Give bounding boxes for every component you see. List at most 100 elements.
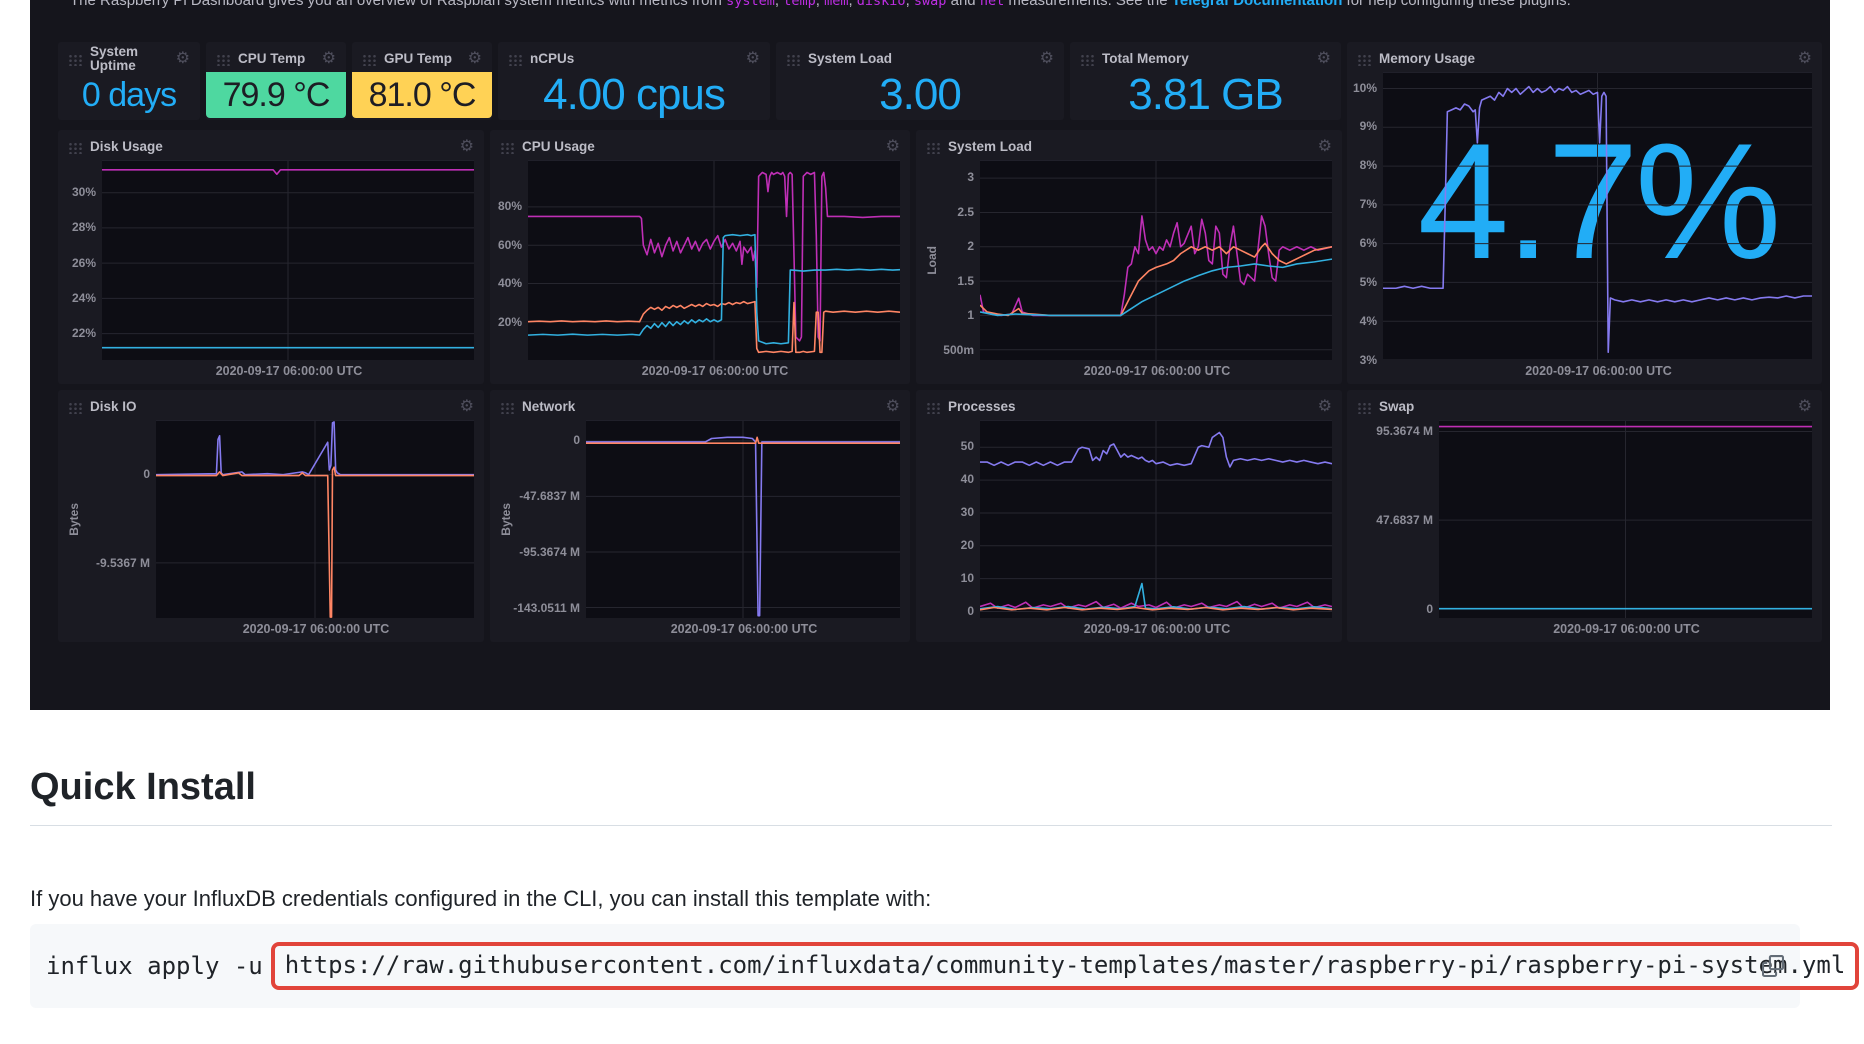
network-chart[interactable]: [586, 420, 900, 618]
panel-memory-usage: Memory Usage ⚙ 10% 9% 8% 7% 6% 5% 4% 3% 4.7% 202…: [1347, 42, 1822, 384]
stat-value: 81.0 °C: [368, 75, 477, 114]
y-axis-ticks: 50 40 30 20 10 0: [960, 439, 974, 619]
memory-usage-big-value: 4.7%: [1417, 108, 1781, 293]
drag-handle-icon[interactable]: [216, 52, 230, 66]
drag-handle-icon[interactable]: [500, 140, 514, 154]
x-axis-label: 2020-09-17 06:00:00 UTC: [1083, 364, 1231, 378]
drag-handle-icon[interactable]: [1357, 52, 1371, 66]
stat-value: 3.81 GB: [1128, 70, 1283, 119]
drag-handle-icon[interactable]: [68, 52, 82, 66]
y-axis-title: Bytes: [67, 502, 81, 536]
panel-system-uptime: System Uptime ⚙ 0 days: [58, 42, 200, 120]
y-axis-title: Load: [925, 245, 939, 275]
stat-value: 0 days: [81, 75, 177, 114]
panel-cpu-usage: CPU Usage ⚙ 80% 60% 40% 20% 2020-09-17 06:00…: [490, 130, 910, 384]
stat-value: 79.9 °C: [222, 75, 331, 114]
gear-icon[interactable]: ⚙: [1797, 50, 1812, 67]
gear-icon[interactable]: ⚙: [1039, 50, 1054, 67]
x-axis-label: 2020-09-17 06:00:00 UTC: [1525, 364, 1672, 378]
panel-ncpus: nCPUs ⚙ 4.00 cpus: [498, 42, 770, 120]
drag-handle-icon[interactable]: [926, 140, 940, 154]
gear-icon[interactable]: ⚙: [459, 398, 474, 415]
drag-handle-icon[interactable]: [1357, 400, 1371, 414]
panel-title: System Load: [948, 139, 1033, 154]
dashboard-note: The Raspberry Pi Dashboard gives you an …: [70, 0, 1814, 11]
panel-system-load-stat: System Load ⚙ 3.00: [776, 42, 1064, 120]
y-axis-ticks: 80% 60% 40% 20%: [497, 199, 522, 329]
gear-icon[interactable]: ⚙: [459, 138, 474, 155]
panel-total-memory: Total Memory ⚙ 3.81 GB: [1070, 42, 1341, 120]
panel-title: System Load: [808, 51, 893, 66]
gear-icon[interactable]: ⚙: [321, 50, 336, 67]
disk-io-chart[interactable]: [156, 420, 474, 618]
panel-network: Network ⚙ Bytes 0 -47.6837 M -95.3674 M -143…: [490, 390, 910, 642]
gear-icon[interactable]: ⚙: [885, 138, 900, 155]
disk-usage-chart[interactable]: [102, 160, 474, 360]
gear-icon[interactable]: ⚙: [1797, 398, 1812, 415]
panel-cpu-temp: CPU Temp ⚙ 79.9 °C: [206, 42, 346, 120]
dashboard-screenshot: The Raspberry Pi Dashboard gives you an …: [30, 0, 1830, 710]
y-axis-ticks: 3 2.5 2 1.5 1 500m: [943, 170, 974, 357]
quick-install-paragraph: If you have your InfluxDB credentials co…: [30, 886, 932, 911]
y-axis-ticks: 30% 28% 26% 24% 22%: [71, 184, 96, 341]
highlight-annotation: https://raw.githubusercontent.com/influx…: [270, 942, 1860, 990]
gear-icon[interactable]: ⚙: [1316, 50, 1331, 67]
drag-handle-icon[interactable]: [786, 52, 800, 66]
drag-handle-icon[interactable]: [926, 400, 940, 414]
system-load-chart[interactable]: [980, 160, 1332, 360]
x-axis-label: 2020-09-17 06:00:00 UTC: [641, 364, 789, 378]
copy-icon: [1762, 955, 1784, 977]
panel-title: GPU Temp: [384, 51, 453, 66]
drag-handle-icon[interactable]: [68, 400, 82, 414]
panel-title: Disk IO: [90, 399, 137, 414]
panel-disk-io: Disk IO ⚙ Bytes 0 -9.5367 M 2020-09-17 06:…: [58, 390, 484, 642]
processes-chart[interactable]: [980, 420, 1332, 618]
panel-title: nCPUs: [530, 51, 575, 66]
swap-chart[interactable]: [1439, 420, 1812, 618]
panel-title: Disk Usage: [90, 139, 163, 154]
y-axis-title: Bytes: [499, 502, 513, 536]
x-axis-label: 2020-09-17 06:00:00 UTC: [1083, 622, 1231, 636]
panel-title: Network: [522, 399, 576, 414]
panel-title: Swap: [1379, 399, 1415, 414]
y-axis-ticks: 0 -47.6837 M -95.3674 M -143.0511 M: [513, 432, 580, 615]
panel-title: CPU Usage: [522, 139, 595, 154]
panel-title: Total Memory: [1102, 51, 1189, 66]
panel-title: Processes: [948, 399, 1016, 414]
gear-icon[interactable]: ⚙: [1317, 138, 1332, 155]
gear-icon[interactable]: ⚙: [175, 50, 190, 67]
stat-value: 3.00: [879, 70, 962, 119]
y-axis-ticks: 10% 9% 8% 7% 6% 5% 4% 3%: [1352, 80, 1377, 367]
stat-value: 4.00 cpus: [543, 70, 726, 119]
drag-handle-icon[interactable]: [362, 52, 376, 66]
telegraf-docs-link[interactable]: Telegraf Documentation: [1171, 0, 1343, 9]
panel-gpu-temp: GPU Temp ⚙ 81.0 °C: [352, 42, 492, 120]
gear-icon[interactable]: ⚙: [1317, 398, 1332, 415]
x-axis-label: 2020-09-17 06:00:00 UTC: [215, 364, 363, 378]
drag-handle-icon[interactable]: [68, 140, 82, 154]
panel-system-load-graph: System Load ⚙ Load 3 2.5 2 1.5 1 500m 2020-09-…: [916, 130, 1342, 384]
drag-handle-icon[interactable]: [500, 400, 514, 414]
x-axis-label: 2020-09-17 06:00:00 UTC: [1553, 622, 1700, 636]
cpu-usage-chart[interactable]: [528, 160, 900, 360]
quick-install-heading: Quick Install: [30, 766, 1832, 826]
panel-title: CPU Temp: [238, 51, 306, 66]
gear-icon[interactable]: ⚙: [745, 50, 760, 67]
drag-handle-icon[interactable]: [1080, 52, 1094, 66]
copy-button[interactable]: [1756, 949, 1790, 983]
drag-handle-icon[interactable]: [508, 52, 522, 66]
y-axis-ticks: 0 -9.5367 M: [95, 466, 150, 570]
memory-usage-chart[interactable]: 4.7%: [1383, 72, 1812, 360]
gear-icon[interactable]: ⚙: [467, 50, 482, 67]
x-axis-label: 2020-09-17 06:00:00 UTC: [242, 622, 390, 636]
panel-disk-usage: Disk Usage ⚙ 30% 28% 26% 24% 22% 2020-09-17 0…: [58, 130, 484, 384]
install-code-block: influx apply -u https://raw.githubusercon…: [30, 924, 1860, 1008]
code-prefix: influx apply -u: [46, 952, 263, 980]
code-url: https://raw.githubusercontent.com/influx…: [284, 951, 1846, 980]
panel-title: System Uptime: [90, 44, 139, 73]
gear-icon[interactable]: ⚙: [885, 398, 900, 415]
panel-title: Memory Usage: [1379, 51, 1476, 66]
